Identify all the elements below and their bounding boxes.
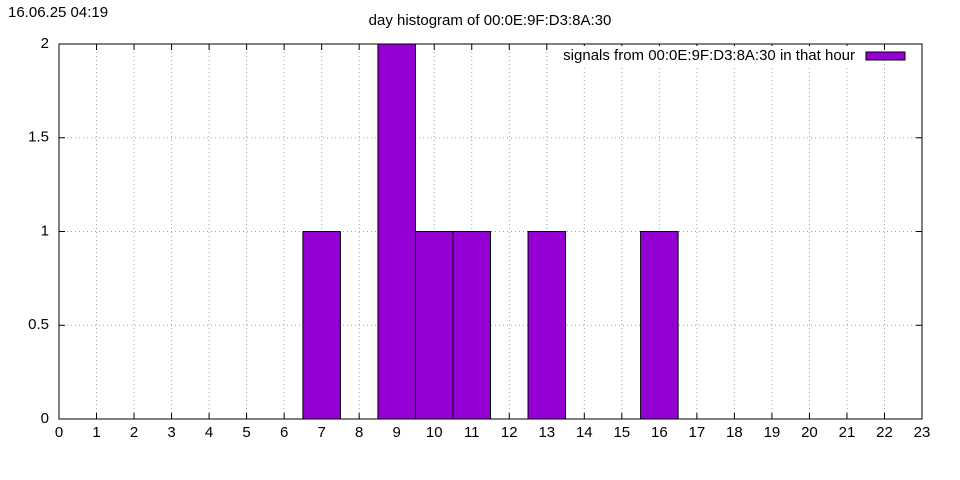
x-tick-label: 8 bbox=[355, 424, 363, 441]
x-tick-label: 10 bbox=[426, 424, 443, 441]
x-tick-label: 1 bbox=[92, 424, 100, 441]
y-tick-label: 0.5 bbox=[28, 316, 49, 333]
bar bbox=[640, 231, 679, 420]
x-tick-label: 9 bbox=[393, 424, 401, 441]
x-tick-label: 21 bbox=[839, 424, 856, 441]
x-tick-label: 3 bbox=[167, 424, 175, 441]
bar bbox=[452, 231, 492, 420]
x-tick-label: 15 bbox=[613, 424, 630, 441]
x-tick-label: 2 bbox=[130, 424, 138, 441]
y-tick-label: 1.5 bbox=[28, 129, 49, 146]
x-tick-label: 4 bbox=[205, 424, 213, 441]
chart-title: day histogram of 00:0E:9F:D3:8A:30 bbox=[369, 12, 612, 29]
timestamp: 16.06.25 04:19 bbox=[8, 4, 108, 21]
x-tick-label: 0 bbox=[55, 424, 63, 441]
x-tick-label: 11 bbox=[464, 424, 480, 441]
y-tick-label: 2 bbox=[41, 35, 49, 52]
x-tick-label: 5 bbox=[242, 424, 250, 441]
y-tick-label: 1 bbox=[41, 222, 49, 239]
x-tick-label: 19 bbox=[764, 424, 781, 441]
bar bbox=[527, 231, 567, 420]
x-tick-label: 20 bbox=[801, 424, 818, 441]
x-tick-label: 22 bbox=[876, 424, 893, 441]
x-tick-label: 18 bbox=[726, 424, 743, 441]
x-tick-label: 13 bbox=[538, 424, 555, 441]
legend-swatch bbox=[865, 51, 906, 61]
x-tick-label: 16 bbox=[651, 424, 668, 441]
x-tick-label: 7 bbox=[317, 424, 325, 441]
x-tick-label: 12 bbox=[501, 424, 518, 441]
bar bbox=[414, 231, 454, 420]
x-tick-label: 14 bbox=[576, 424, 593, 441]
x-tick-label: 6 bbox=[280, 424, 288, 441]
x-tick-label: 23 bbox=[914, 424, 931, 441]
bar bbox=[302, 231, 341, 420]
x-tick-label: 17 bbox=[689, 424, 706, 441]
y-tick-label: 0 bbox=[41, 410, 49, 427]
legend-background bbox=[559, 45, 860, 65]
legend-label: signals from 00:0E:9F:D3:8A:30 in that h… bbox=[563, 47, 855, 64]
bar bbox=[377, 43, 416, 420]
plot-border bbox=[58, 43, 923, 420]
